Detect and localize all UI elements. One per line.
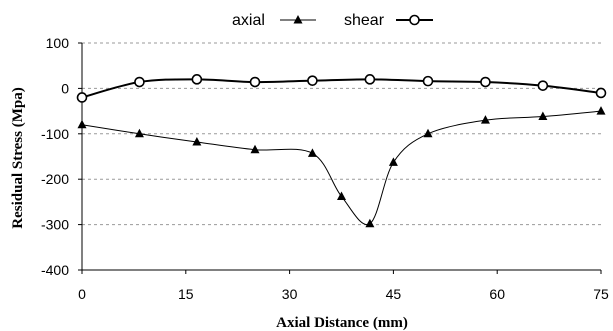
- shear-data-point: [422, 75, 434, 87]
- axial-data-point: [192, 136, 202, 146]
- shear-data-point: [480, 76, 491, 88]
- y-tick-label: -300: [41, 217, 69, 233]
- axial-data-point: [480, 115, 490, 124]
- shear-data-point: [307, 75, 318, 86]
- series-layer: [76, 74, 607, 228]
- shear-data-point: [134, 76, 145, 88]
- legend-marker-axial: [293, 15, 303, 24]
- y-tick-label: -200: [41, 171, 69, 187]
- shear-data-point: [191, 74, 203, 85]
- axial-data-point: [423, 128, 433, 138]
- shear-data-point: [76, 92, 88, 103]
- x-tick-label: 15: [178, 286, 194, 302]
- legend: axial shear: [232, 12, 433, 29]
- legend-marker-shear: [409, 14, 420, 26]
- x-axis-title: Axial Distance (mm): [276, 315, 408, 331]
- y-tick-label: -100: [41, 126, 69, 142]
- axis-layer: 100 0 -100 -200 -300 -400 0 15 30 45 60 75: [41, 35, 609, 302]
- shear-data-point: [364, 74, 376, 85]
- axial-data-point: [596, 106, 606, 115]
- shear-data-point: [537, 80, 549, 91]
- axial-data-point: [250, 144, 260, 154]
- x-tick-label: 60: [489, 286, 505, 302]
- legend-label-shear: shear: [344, 12, 385, 29]
- shear-data-point: [595, 87, 607, 99]
- y-tick-label: 100: [46, 35, 70, 51]
- x-tick-label: 45: [386, 286, 402, 302]
- shear-series-line: [81, 78, 602, 99]
- axial-data-point: [134, 128, 144, 138]
- axial-data-point: [307, 148, 317, 157]
- axial-data-point: [77, 119, 87, 129]
- legend-label-axial: axial: [232, 12, 265, 29]
- axial-data-point: [337, 191, 346, 200]
- axial-data-point: [388, 157, 398, 166]
- grid-layer: [82, 42, 601, 226]
- y-tick-label: 0: [61, 80, 69, 96]
- shear-data-point: [249, 76, 261, 88]
- y-axis-title: Residual Stress (Mpa): [10, 87, 26, 228]
- axial-data-point: [365, 218, 375, 228]
- x-tick-label: 0: [78, 286, 86, 302]
- axial-data-point: [538, 111, 548, 121]
- axial-series-line: [81, 110, 602, 226]
- x-tick-label: 30: [282, 286, 298, 302]
- y-tick-label: -400: [41, 262, 69, 278]
- x-tick-label: 75: [593, 286, 609, 302]
